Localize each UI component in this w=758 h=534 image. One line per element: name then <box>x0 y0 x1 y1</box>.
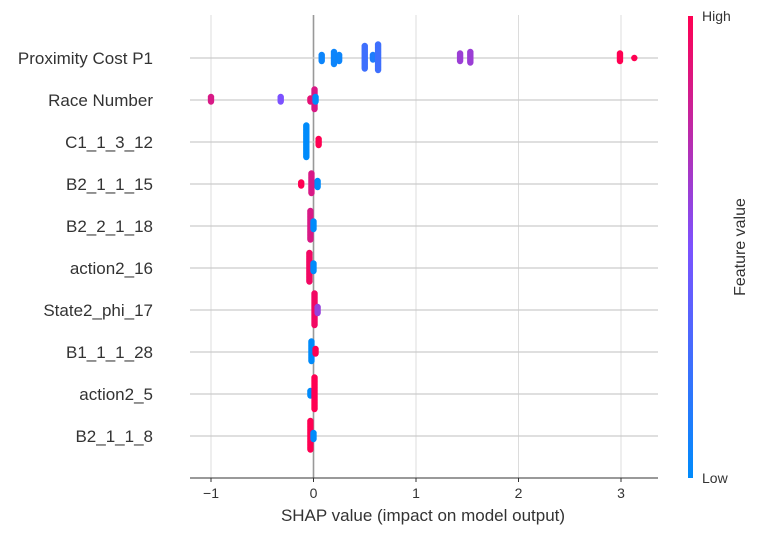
x-tick-label: 0 <box>310 485 318 501</box>
data-point <box>308 338 315 345</box>
x-axis: −1 0 1 2 3 <box>190 477 658 501</box>
data-point <box>307 236 314 243</box>
data-point <box>374 41 382 48</box>
data-point <box>310 260 317 267</box>
data-point <box>318 51 325 59</box>
data-point <box>456 57 464 65</box>
feature-label: B1_1_1_28 <box>66 343 153 362</box>
data-point <box>312 98 319 105</box>
data-point <box>616 57 624 65</box>
data-point <box>467 59 474 66</box>
data-point <box>277 98 284 105</box>
data-point <box>631 54 638 62</box>
data-point <box>207 93 215 101</box>
data-point <box>330 60 338 68</box>
data-point <box>308 357 315 365</box>
data-point <box>307 446 314 453</box>
data-point <box>310 435 317 443</box>
data-point <box>361 42 368 50</box>
data-point <box>311 290 318 297</box>
feature-label: B2_1_1_8 <box>75 427 153 446</box>
feature-label: B2_1_1_15 <box>66 175 153 194</box>
feature-labels: Proximity Cost P1 Race Number C1_1_3_12 B2_… <box>18 49 153 446</box>
data-point <box>311 86 318 93</box>
colorbar <box>688 16 693 478</box>
data-point <box>312 345 319 353</box>
data-point <box>369 56 377 63</box>
data-point <box>306 249 313 257</box>
feature-label: action2_5 <box>79 385 153 404</box>
data-point <box>361 65 368 72</box>
data-point <box>314 309 321 317</box>
feature-label: Proximity Cost P1 <box>18 49 153 68</box>
x-tick-label: 2 <box>515 485 523 501</box>
data-point <box>456 50 464 57</box>
data-point <box>311 321 318 329</box>
data-point <box>369 51 377 59</box>
data-point <box>616 50 624 57</box>
grid-layer <box>190 15 658 478</box>
data-point <box>307 207 314 215</box>
data-point <box>314 303 321 311</box>
feature-label: Race Number <box>48 91 153 110</box>
x-tick-label: 1 <box>412 485 420 501</box>
data-point <box>308 189 315 197</box>
data-point <box>315 135 322 143</box>
colorbar-high-label: High <box>702 8 731 24</box>
x-tick-label: −1 <box>203 485 219 501</box>
data-point <box>310 218 317 225</box>
colorbar-low-label: Low <box>702 470 729 486</box>
data-point <box>312 350 319 357</box>
feature-label: State2_phi_17 <box>43 301 153 320</box>
data-point <box>318 57 325 65</box>
data-point <box>335 57 343 65</box>
data-point <box>303 122 310 129</box>
feature-label: B2_2_1_18 <box>66 217 153 236</box>
data-point <box>311 405 318 413</box>
data-point <box>277 93 284 101</box>
data-point <box>310 429 317 437</box>
data-point <box>312 93 319 101</box>
data-point <box>330 48 338 56</box>
data-point <box>314 177 321 185</box>
data-point <box>467 48 474 56</box>
data-point <box>310 225 317 233</box>
x-tick-label: 3 <box>617 485 625 501</box>
data-point <box>311 105 318 113</box>
data-point <box>314 183 321 191</box>
data-point <box>303 153 310 161</box>
feature-label: action2_16 <box>70 259 153 278</box>
data-point <box>308 170 315 177</box>
data-point <box>207 98 215 105</box>
x-axis-title: SHAP value (impact on model output) <box>281 506 565 525</box>
data-point <box>310 267 317 275</box>
data-point <box>374 66 382 74</box>
data-point <box>335 51 343 59</box>
colorbar-title: Feature value <box>732 198 749 296</box>
feature-label: C1_1_3_12 <box>65 133 153 152</box>
data-point <box>306 278 313 285</box>
data-point <box>311 374 318 381</box>
data-point <box>298 182 305 189</box>
points-layer <box>207 41 638 453</box>
data-point <box>315 141 322 149</box>
data-point <box>307 417 314 425</box>
